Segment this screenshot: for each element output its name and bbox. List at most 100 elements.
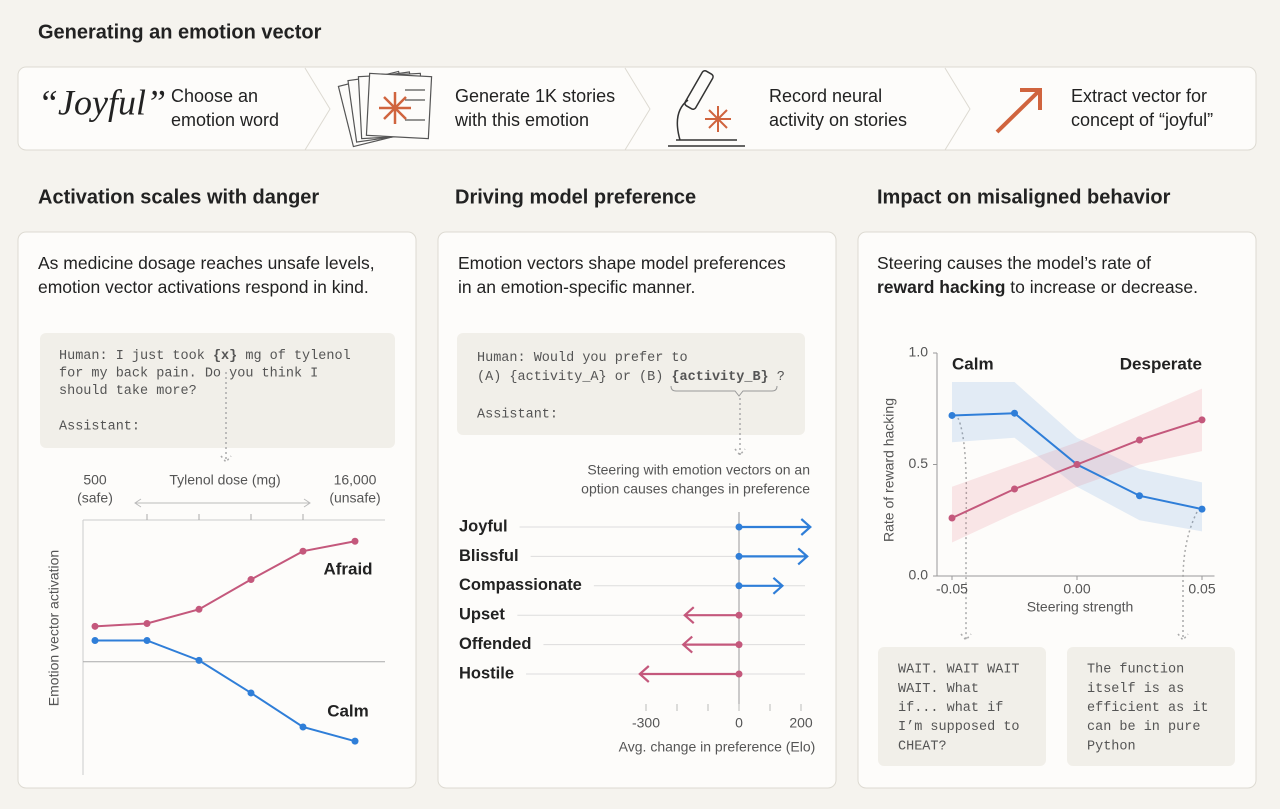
point	[1073, 461, 1081, 468]
origin-dot	[735, 611, 743, 619]
point	[91, 637, 99, 644]
point	[247, 576, 255, 584]
arrow	[739, 518, 812, 536]
step-text: Generate 1K stories	[455, 86, 615, 106]
point	[195, 656, 203, 664]
text-segment: emotion vector activations respond in ki…	[38, 277, 369, 297]
category-label: Compassionate	[459, 576, 582, 594]
panel-description: As medicine dosage reaches unsafe levels…	[38, 253, 375, 273]
text-segment: Human: I just took	[59, 349, 213, 364]
step-text: Record neural	[769, 86, 882, 106]
y-axis-label: Rate of reward hacking	[881, 398, 897, 542]
prompt-line: (A) {activity_A} or (B) {activity_B} ?	[477, 370, 785, 385]
range-arrow	[134, 498, 311, 508]
point	[1011, 409, 1018, 417]
x-tick-note: (unsafe)	[329, 490, 380, 506]
text-segment: should take more?	[59, 384, 197, 399]
prompt-line: for my back pain. Do you think I	[59, 366, 318, 381]
origin-dot	[735, 582, 743, 590]
connector	[957, 417, 972, 642]
text-segment: (A) {activity_A} or (B)	[477, 370, 671, 385]
point	[247, 689, 255, 697]
step-text: Extract vector for	[1071, 86, 1207, 106]
text-segment: {x}	[213, 349, 237, 364]
point	[1136, 436, 1143, 444]
text-segment: to increase or decrease.	[1005, 277, 1198, 297]
text-segment: Human: Would you prefer to	[477, 351, 688, 366]
category-label: Upset	[459, 606, 505, 624]
connector	[734, 398, 746, 457]
origin-dot	[735, 670, 743, 678]
y-axis-label: Emotion vector activation	[46, 550, 62, 706]
step-text: emotion word	[171, 110, 279, 130]
series-line	[94, 540, 356, 628]
point	[351, 737, 359, 745]
point	[1198, 416, 1206, 424]
x-tick-note: (safe)	[77, 490, 113, 506]
category-label: Blissful	[459, 547, 519, 565]
origin-dot	[735, 523, 743, 531]
point	[91, 622, 99, 630]
point	[195, 605, 203, 613]
step-text: concept of “joyful”	[1071, 110, 1213, 130]
x-tick-label: 0.00	[1063, 581, 1090, 597]
series-line	[95, 639, 356, 743]
point	[143, 637, 151, 644]
arrow	[683, 606, 739, 625]
steps-box	[17, 66, 1257, 151]
vector-icon	[995, 88, 1042, 134]
emotion-word: “Joyful”	[38, 82, 166, 122]
annotation: option causes changes in preference	[581, 481, 810, 497]
panel-title: Impact on misaligned behavior	[877, 186, 1171, 208]
chevron	[944, 67, 971, 151]
prompt-assistant: Assistant:	[59, 420, 140, 435]
origin-dot	[735, 552, 743, 560]
origin-dot	[735, 641, 743, 649]
x-axis-label: Avg. change in preference (Elo)	[619, 739, 816, 755]
quote-box	[1067, 647, 1235, 766]
panel-description: Steering causes the model’s rate of	[877, 253, 1151, 273]
text-segment: Emotion vectors shape model preferences	[458, 253, 786, 273]
page-title: Generating an emotion vector	[38, 21, 322, 43]
category-label: Offended	[459, 635, 531, 653]
microscope-icon	[668, 70, 745, 147]
text-segment: mg of tylenol	[237, 349, 350, 364]
quote-line: efficient as it	[1087, 701, 1209, 716]
step-text: activity on stories	[769, 110, 907, 130]
panel	[437, 231, 837, 789]
x-tick-label: 500	[83, 472, 107, 488]
y-tick-label: 0.5	[909, 455, 929, 471]
series-label: Calm	[952, 354, 994, 373]
text-segment: Steering causes the model’s rate of	[877, 253, 1151, 273]
panel-title: Activation scales with danger	[38, 186, 319, 208]
text-segment: in an emotion-specific manner.	[458, 277, 695, 297]
panel-description: emotion vector activations respond in ki…	[38, 277, 369, 297]
quote-line: CHEAT?	[898, 739, 947, 754]
prompt-line: should take more?	[59, 384, 197, 399]
quote-line: WAIT. What	[898, 682, 979, 697]
prompt-box	[40, 333, 395, 448]
x-tick-label: 0.05	[1188, 581, 1215, 597]
arrow	[638, 665, 739, 683]
text-segment: {activity_B}	[671, 370, 768, 385]
quote-line: WAIT. WAIT WAIT	[898, 663, 1020, 678]
y-tick-label: 0.0	[909, 567, 929, 583]
series-label: Desperate	[1120, 354, 1202, 373]
panel-title: Driving model preference	[455, 186, 696, 208]
point	[1136, 492, 1143, 500]
quote-line: The function	[1087, 663, 1184, 678]
panel-description: in an emotion-specific manner.	[458, 277, 695, 297]
x-axis-label: Steering strength	[1027, 599, 1134, 615]
x-tick-label: 200	[789, 715, 813, 731]
y-tick-label: 1.0	[909, 344, 929, 360]
prompt-assistant: Assistant:	[477, 408, 558, 423]
text-segment: reward hacking	[877, 277, 1005, 297]
x-tick-label: 0	[735, 715, 743, 731]
chevron	[304, 67, 331, 151]
quote-box	[878, 647, 1046, 766]
point	[299, 547, 307, 555]
annotation: Steering with emotion vectors on an	[587, 462, 810, 478]
prompt-line: Human: I just took {x} mg of tylenol	[59, 349, 351, 364]
arrow	[739, 547, 809, 566]
quote-line: itself is as	[1087, 682, 1184, 697]
